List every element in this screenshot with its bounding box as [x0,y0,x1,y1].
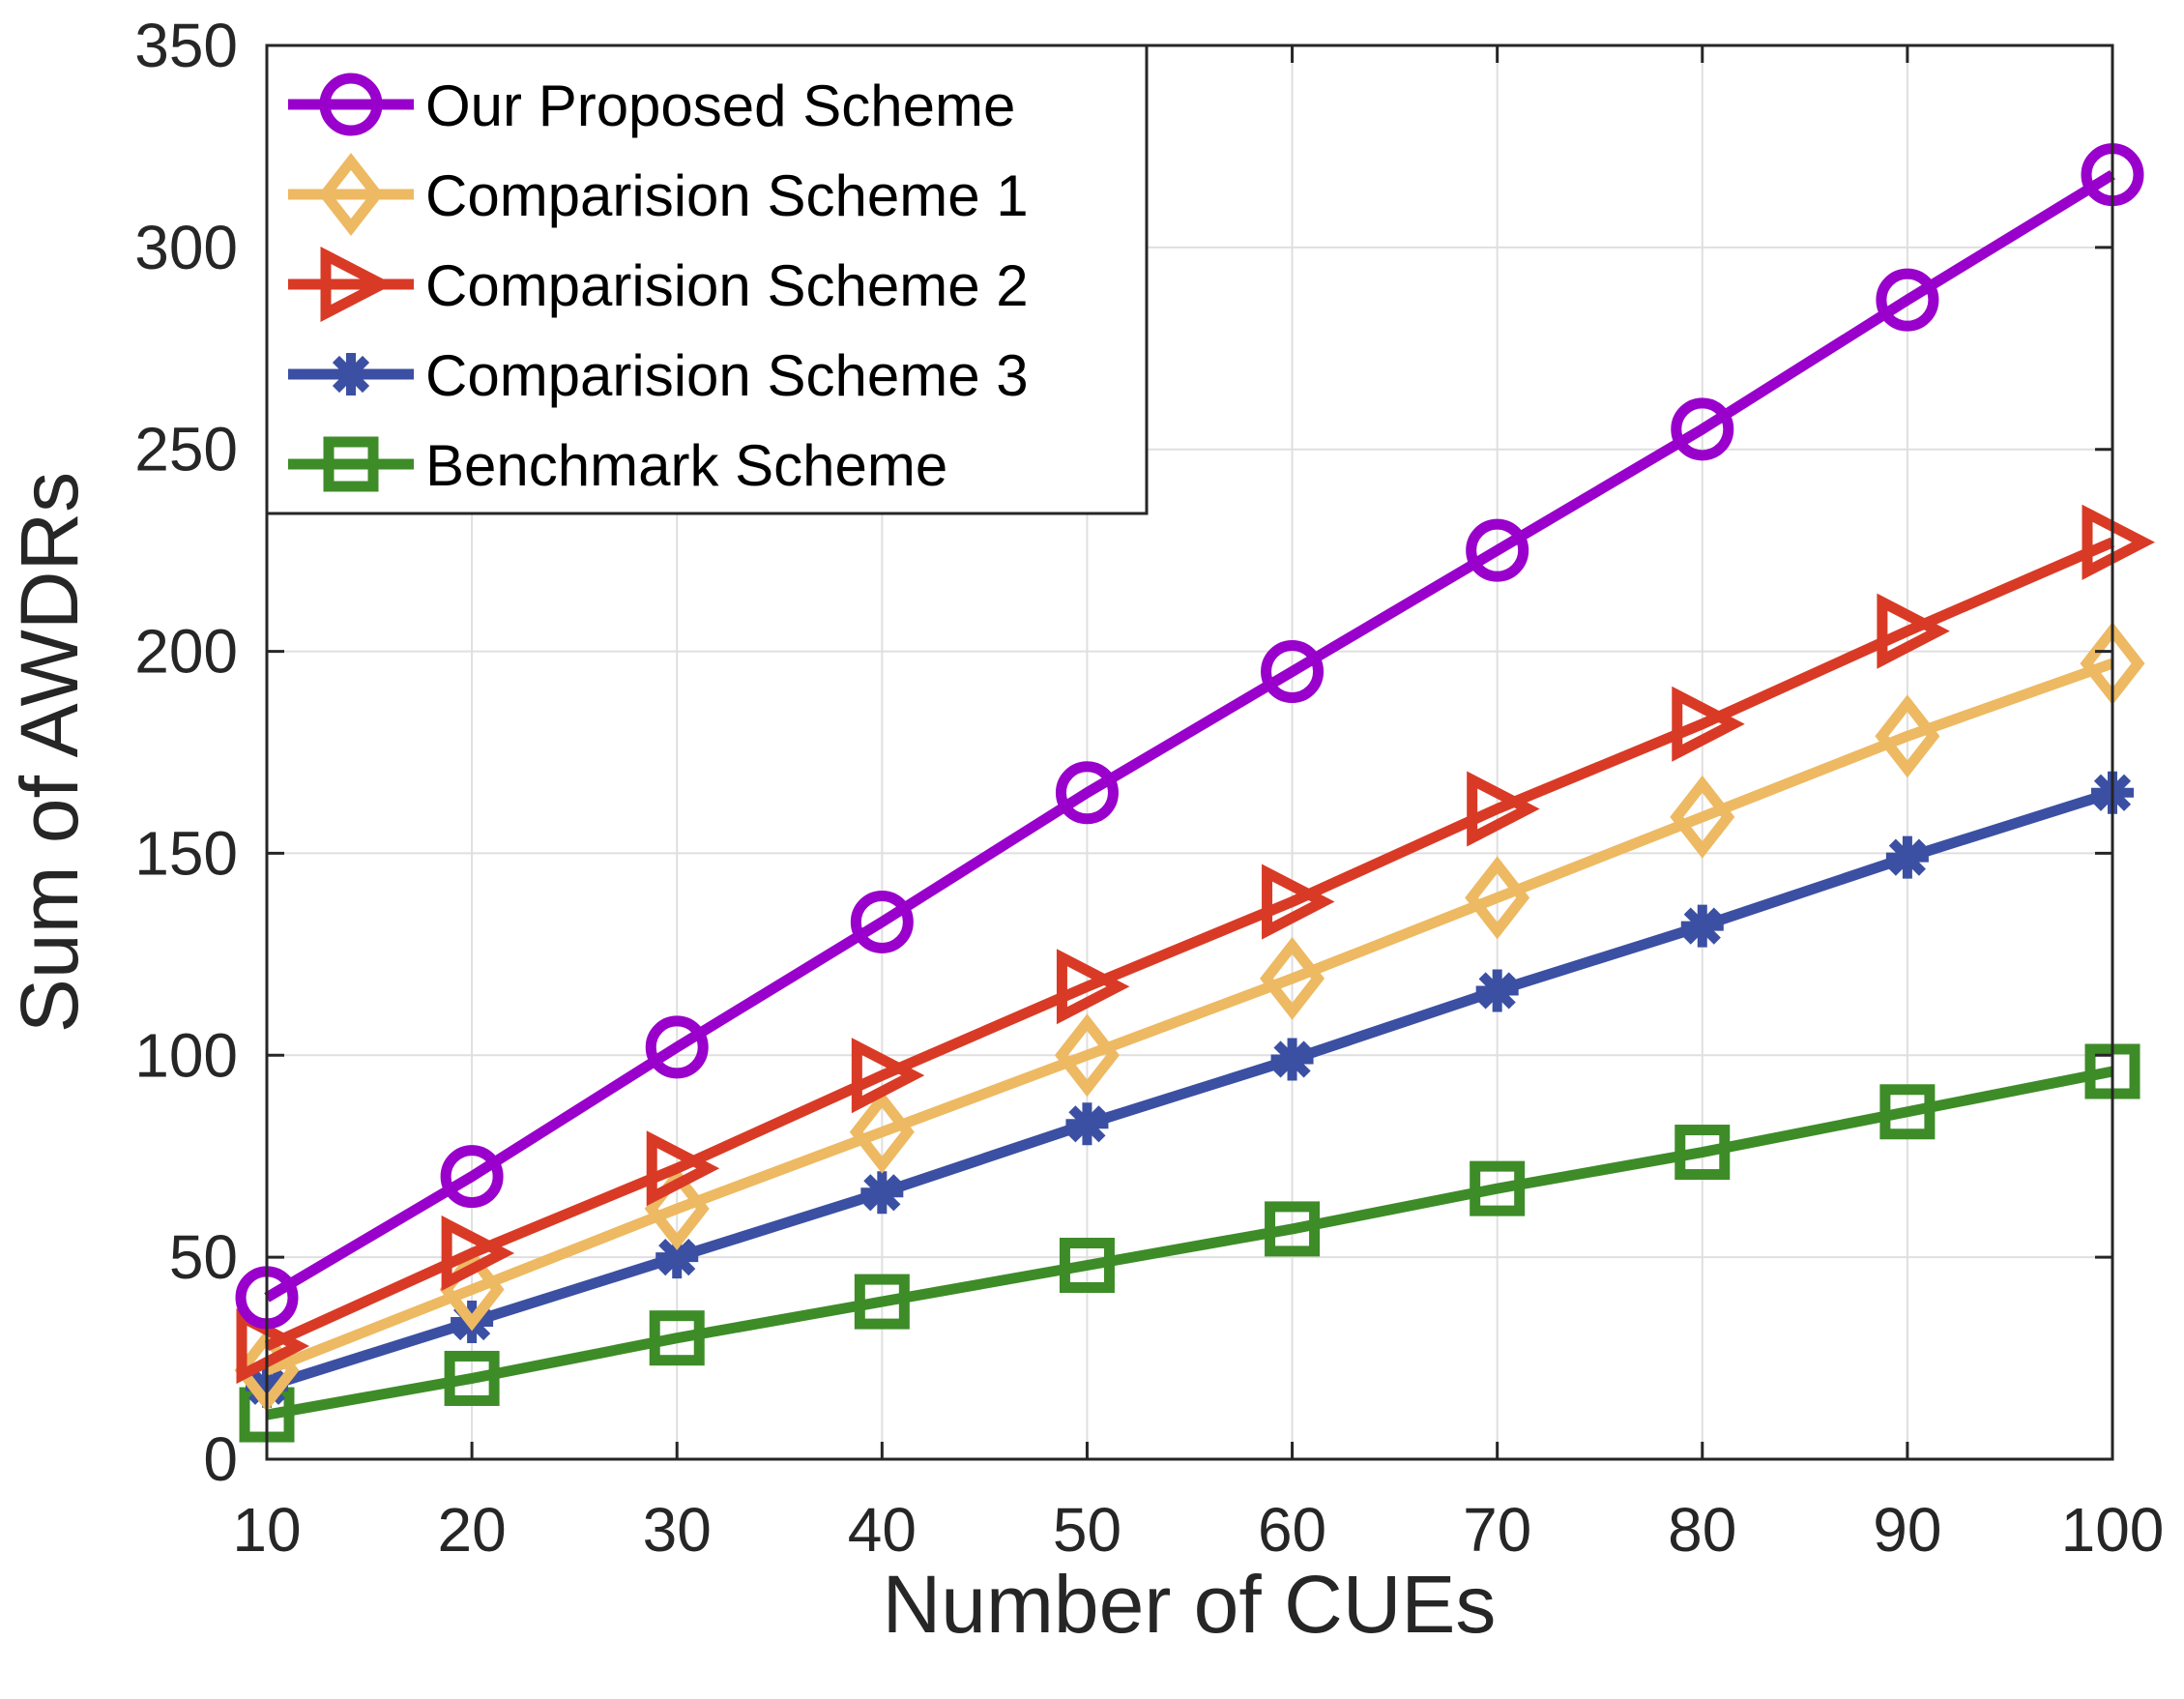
legend-marker [319,73,383,136]
marker-core [1077,1114,1097,1134]
x-tick-label: 90 [1873,1495,1941,1565]
series-line [264,537,2115,1352]
marker-core [1282,1049,1302,1069]
marker-core [872,1183,892,1203]
data-point [444,1350,500,1406]
series-line [266,1066,2114,1421]
x-tick-label: 30 [643,1495,712,1565]
data-point [1671,397,1734,461]
y-tick-label: 250 [134,415,238,484]
y-tick-label: 300 [134,213,238,282]
legend: Our Proposed Scheme Comparision Scheme 1 C… [265,44,1149,515]
marker-core [341,365,361,384]
x-tick-label: 60 [1258,1495,1326,1565]
legend-item-2: Comparision Scheme 1 [288,153,1029,236]
data-point [1879,1084,1936,1140]
data-point [849,1090,915,1174]
x-axis-label: Number of CUEs [883,1559,1497,1650]
legend-label: Comparision Scheme 3 [425,343,1029,408]
data-point [1065,1102,1109,1146]
data-point [1877,593,1950,669]
legend-marker [318,153,384,236]
x-tick-label: 20 [438,1495,507,1565]
data-point [2082,504,2155,580]
y-tick-label: 100 [134,1020,238,1090]
data-point [1466,518,1529,582]
marker-core [1897,847,1917,867]
data-point [236,1308,309,1385]
data-point [1670,775,1735,859]
data-point [1059,1237,1115,1293]
series-2 [234,622,2145,1413]
data-point [1262,864,1335,940]
data-point [1055,761,1119,825]
data-point [1261,639,1325,703]
y-tick-label: 200 [134,617,238,687]
data-point [1470,1160,1526,1216]
y-tick-label: 0 [203,1424,238,1494]
data-point [851,1038,925,1114]
data-point [1270,1038,1314,1081]
marker-core [1692,916,1712,936]
series-line [265,787,2114,1392]
x-tick-label: 40 [848,1495,917,1565]
data-point [1674,1125,1731,1181]
data-point [850,890,914,953]
series-line [264,658,2114,1376]
x-tick-label: 70 [1463,1495,1531,1565]
data-point [646,1130,720,1207]
y-tick-label: 350 [134,11,238,80]
data-point [854,1274,910,1330]
data-point [1680,904,1724,948]
data-point [645,1015,709,1079]
data-point [1467,771,1540,847]
data-point [440,1145,504,1209]
data-point [860,1171,904,1215]
axis-ticks: 10 20 30 40 50 60 70 80 90 100 0 50 100 150 200 250 300 3… [134,11,2164,1565]
x-tick-label: 10 [232,1495,301,1565]
data-point [441,1215,515,1292]
legend-item-3: Comparision Scheme 2 [288,246,1029,323]
data-point [655,1236,699,1279]
legend-label: Comparision Scheme 2 [425,253,1029,318]
data-point [1265,1201,1321,1257]
legend-item-4: Comparision Scheme 3 [288,343,1029,408]
data-point [1876,268,1939,332]
x-tick-label: 50 [1053,1495,1121,1565]
x-tick-label: 100 [2061,1495,2165,1565]
data-point [1475,969,1519,1012]
marker-core [667,1247,687,1268]
data-point [1885,835,1929,879]
data-point [1054,1013,1120,1098]
legend-label: Benchmark Scheme [425,433,947,498]
data-point [649,1310,705,1366]
y-axis-label: Sum of AWDRs [4,472,95,1033]
legend-label: Comparision Scheme 1 [425,163,1029,228]
data-point [1260,936,1325,1020]
legend-item-5: Benchmark Scheme [288,433,947,498]
series-layer [234,143,2155,1443]
data-point [1672,686,1745,762]
data-point [1465,856,1530,940]
legend-item-1: Our Proposed Scheme [288,73,1015,138]
y-tick-label: 50 [169,1222,238,1292]
legend-marker [320,246,393,323]
data-point [1875,694,1940,778]
legend-marker [323,436,379,492]
series-1 [235,143,2144,1330]
marker-core [1487,981,1507,1001]
legend-label: Our Proposed Scheme [425,73,1015,138]
series-line [264,169,2115,1303]
series-3 [236,504,2155,1385]
plot-frame [265,44,2114,1461]
x-tick-label: 80 [1668,1495,1736,1565]
y-tick-label: 150 [134,818,238,888]
legend-marker [330,353,372,395]
data-point [1056,949,1130,1025]
